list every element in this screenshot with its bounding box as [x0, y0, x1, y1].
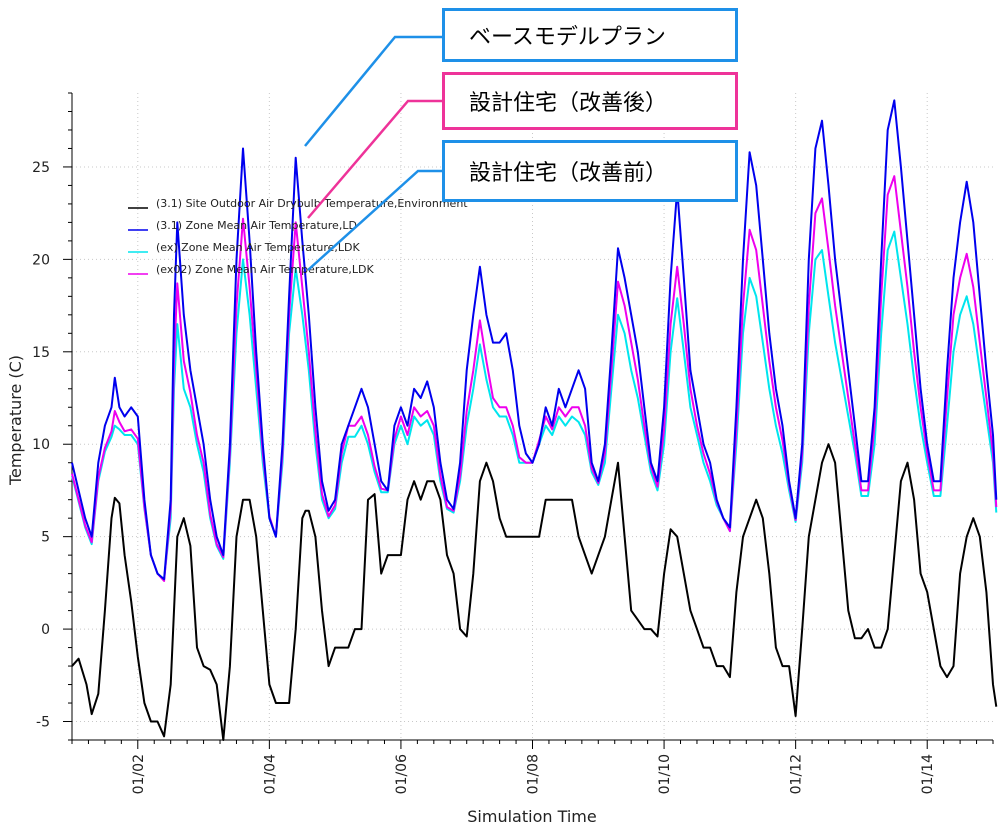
y-tick-label: 25 — [32, 160, 50, 176]
callout-base-model-text: ベースモデルプラン — [469, 25, 666, 50]
callout-before-text: 設計住宅（改善前） — [469, 161, 668, 186]
y-tick-label: 15 — [32, 345, 50, 361]
y-tick-label: 10 — [32, 437, 50, 453]
axes: -5 0 5 10 15 20 25 01/02 01/04 01/06 01/08 01/10 01/… — [32, 92, 994, 794]
series-line-base-model-ld — [71, 99, 998, 581]
series-lines — [71, 99, 998, 741]
series-line-after-ldk — [71, 175, 998, 582]
y-axis-title: Temperature (C) — [6, 355, 25, 486]
leader-before — [307, 169, 442, 271]
legend-label-after-ldk: (ex02) Zone Mean Air Temperature,LDK — [156, 263, 375, 276]
leader-after — [307, 99, 442, 219]
callout-after-text: 設計住宅（改善後） — [469, 91, 668, 116]
legend-label-before-ldk: (ex) Zone Mean Air Temperature,LDK — [156, 241, 361, 254]
callout-before: 設計住宅（改善前） — [442, 140, 738, 202]
x-tick-label: 01/14 — [920, 754, 936, 794]
x-tick-label: 01/08 — [526, 754, 542, 794]
legend: (3.1) Site Outdoor Air Drybulb Temperatu… — [128, 197, 468, 276]
x-tick-label: 01/12 — [789, 754, 805, 794]
y-tick-label: 5 — [41, 530, 50, 546]
x-axis-title: Simulation Time — [467, 807, 596, 826]
x-tick-label: 01/06 — [394, 754, 410, 794]
y-tick-label: 20 — [32, 252, 50, 268]
callout-after: 設計住宅（改善後） — [442, 72, 738, 130]
legend-label-outdoor-drybulb: (3.1) Site Outdoor Air Drybulb Temperatu… — [156, 197, 468, 210]
x-tick-label: 01/10 — [657, 754, 673, 794]
y-tick-label: 0 — [41, 622, 50, 638]
callout-base-model: ベースモデルプラン — [442, 8, 738, 62]
series-line-outdoor-drybulb — [71, 443, 998, 741]
series-line-before-ldk — [71, 230, 998, 581]
leader-base-model — [304, 35, 442, 147]
y-tick-label: -5 — [36, 715, 50, 731]
x-tick-label: 01/02 — [131, 754, 147, 794]
callout-leaders — [304, 35, 442, 271]
legend-label-base-model-ld: (3.1) Zone Mean Air Temperature,LD — [156, 219, 357, 232]
x-tick-label: 01/04 — [262, 754, 278, 794]
